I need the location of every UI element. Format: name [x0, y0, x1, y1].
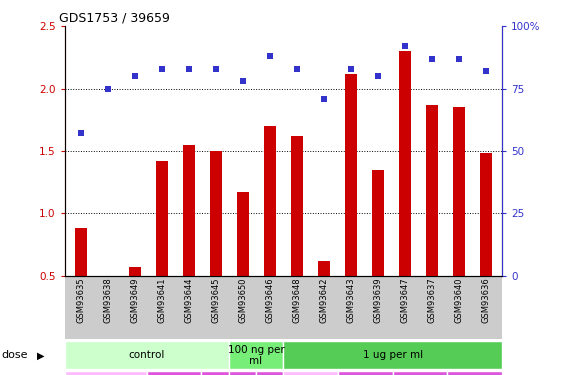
Point [103, 86, 112, 92]
Bar [256, 371, 283, 375]
Point [76, 130, 85, 136]
Text: ▶: ▶ [36, 350, 44, 360]
Bar [283, 371, 338, 375]
Point [265, 53, 274, 59]
Point [401, 43, 410, 49]
Text: 100 ng per
ml: 100 ng per ml [228, 345, 284, 366]
Bar [146, 371, 201, 375]
Bar [480, 153, 492, 338]
Text: dose: dose [1, 350, 27, 360]
Text: 1 ug per ml: 1 ug per ml [362, 350, 423, 360]
Bar [183, 145, 195, 338]
Point [211, 66, 220, 72]
Point [238, 78, 247, 84]
Point [292, 66, 301, 72]
Bar [237, 192, 249, 338]
Bar [210, 151, 222, 338]
Bar [75, 228, 87, 338]
Bar [318, 261, 330, 338]
Bar [291, 136, 303, 338]
Bar [201, 371, 229, 375]
Bar [229, 341, 283, 369]
Bar [345, 74, 357, 338]
Bar [283, 341, 502, 369]
Text: control: control [128, 350, 165, 360]
Bar [65, 341, 229, 369]
Bar [156, 161, 168, 338]
Point [130, 73, 139, 79]
Bar [128, 267, 141, 338]
Bar [426, 105, 438, 338]
Bar [393, 371, 448, 375]
Point [346, 66, 355, 72]
Bar [453, 107, 465, 338]
Bar [264, 126, 276, 338]
Bar [229, 371, 256, 375]
Point [481, 68, 490, 74]
Point [374, 73, 383, 79]
Point [427, 56, 436, 62]
Bar [399, 51, 411, 338]
Bar [338, 371, 393, 375]
Bar [372, 170, 384, 338]
Point [157, 66, 166, 72]
Text: GDS1753 / 39659: GDS1753 / 39659 [59, 11, 170, 24]
Bar [448, 371, 502, 375]
Point [184, 66, 193, 72]
Point [454, 56, 463, 62]
Bar [65, 371, 146, 375]
Point [319, 96, 328, 102]
